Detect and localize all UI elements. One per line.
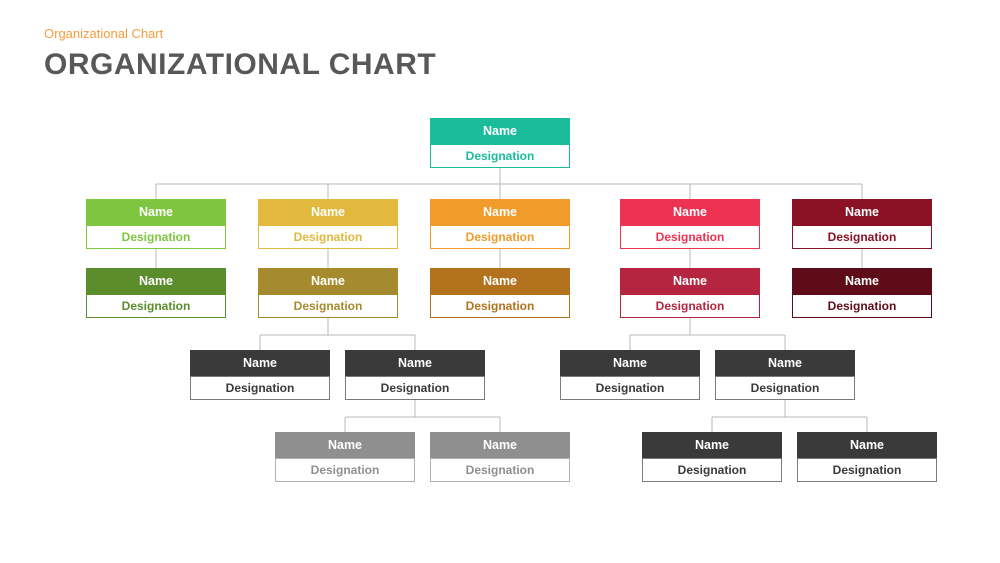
org-node-c3a: NameDesignation <box>430 199 570 249</box>
org-node-designation: Designation <box>190 376 330 400</box>
org-node-designation: Designation <box>86 294 226 318</box>
org-node-designation: Designation <box>620 225 760 249</box>
org-node-name: Name <box>797 432 937 458</box>
org-node-name: Name <box>190 350 330 376</box>
org-node-name: Name <box>430 199 570 225</box>
org-node-designation: Designation <box>86 225 226 249</box>
org-node-name: Name <box>430 268 570 294</box>
org-node-c5b: NameDesignation <box>792 268 932 318</box>
org-node-name: Name <box>620 268 760 294</box>
org-chart-canvas: NameDesignationNameDesignationNameDesign… <box>0 0 1000 563</box>
org-node-designation: Designation <box>715 376 855 400</box>
org-node-g4r: NameDesignation <box>715 350 855 400</box>
org-node-designation: Designation <box>345 376 485 400</box>
org-node-gg4l: NameDesignation <box>642 432 782 482</box>
org-node-name: Name <box>430 432 570 458</box>
org-node-name: Name <box>792 268 932 294</box>
org-node-c3b: NameDesignation <box>430 268 570 318</box>
org-node-designation: Designation <box>430 458 570 482</box>
org-node-gg2r: NameDesignation <box>430 432 570 482</box>
org-node-g2r: NameDesignation <box>345 350 485 400</box>
org-node-name: Name <box>258 199 398 225</box>
org-node-c1b: NameDesignation <box>86 268 226 318</box>
org-node-gg2l: NameDesignation <box>275 432 415 482</box>
org-node-designation: Designation <box>792 294 932 318</box>
org-node-c2a: NameDesignation <box>258 199 398 249</box>
org-node-name: Name <box>642 432 782 458</box>
org-node-name: Name <box>86 199 226 225</box>
org-node-g2l: NameDesignation <box>190 350 330 400</box>
org-node-designation: Designation <box>792 225 932 249</box>
org-node-name: Name <box>715 350 855 376</box>
org-node-designation: Designation <box>797 458 937 482</box>
org-node-name: Name <box>792 199 932 225</box>
org-node-name: Name <box>275 432 415 458</box>
org-node-designation: Designation <box>258 225 398 249</box>
org-node-designation: Designation <box>258 294 398 318</box>
org-node-name: Name <box>620 199 760 225</box>
org-node-c1a: NameDesignation <box>86 199 226 249</box>
org-node-name: Name <box>345 350 485 376</box>
org-node-c5a: NameDesignation <box>792 199 932 249</box>
org-node-c4a: NameDesignation <box>620 199 760 249</box>
org-node-designation: Designation <box>620 294 760 318</box>
org-node-name: Name <box>86 268 226 294</box>
org-node-name: Name <box>430 118 570 144</box>
org-node-designation: Designation <box>430 144 570 168</box>
org-node-g4l: NameDesignation <box>560 350 700 400</box>
org-node-c4b: NameDesignation <box>620 268 760 318</box>
org-node-designation: Designation <box>560 376 700 400</box>
org-node-designation: Designation <box>275 458 415 482</box>
org-node-designation: Designation <box>430 294 570 318</box>
org-node-gg4r: NameDesignation <box>797 432 937 482</box>
org-node-designation: Designation <box>642 458 782 482</box>
org-node-c2b: NameDesignation <box>258 268 398 318</box>
org-node-designation: Designation <box>430 225 570 249</box>
org-node-name: Name <box>560 350 700 376</box>
org-node-name: Name <box>258 268 398 294</box>
org-node-root: NameDesignation <box>430 118 570 168</box>
